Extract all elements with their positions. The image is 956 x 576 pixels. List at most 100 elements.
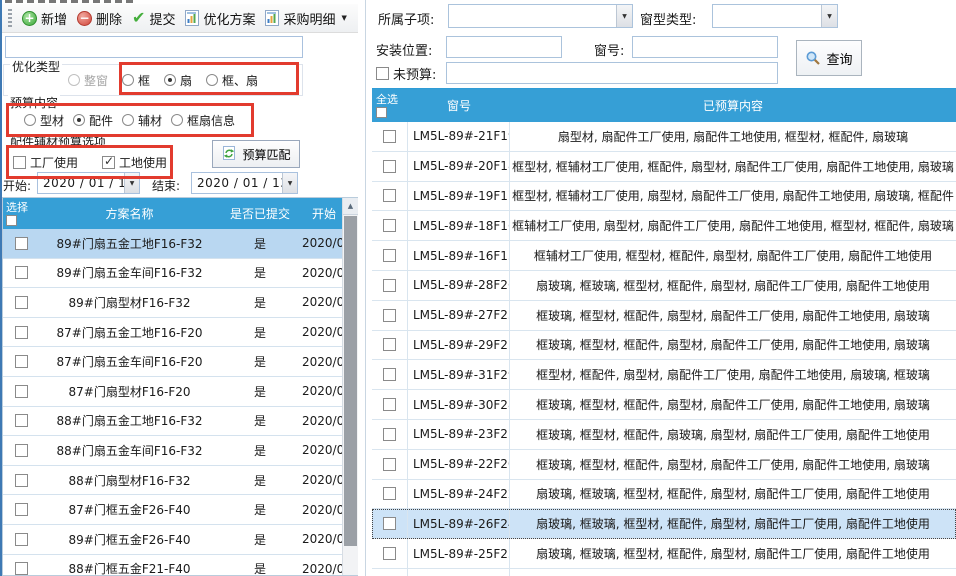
win-no-input[interactable]	[632, 36, 778, 58]
select-all-checkbox[interactable]	[6, 215, 17, 226]
plan-table-scrollbar[interactable]: ▲	[342, 198, 358, 575]
date-end-picker[interactable]: 2020 / 01 / 13 ▼	[191, 172, 298, 194]
search-input[interactable]	[5, 36, 303, 58]
window-table-row[interactable]: LM5L-89#-25F23 扇玻璃, 框玻璃, 框型材, 框配件, 扇型材, …	[372, 539, 956, 569]
query-button[interactable]: 查询	[796, 40, 862, 76]
window-table-row[interactable]: LM5L-89#-29F27 框玻璃, 框型材, 框配件, 扇型材, 扇配件工厂…	[372, 330, 956, 361]
radio-option[interactable]: 辅材	[122, 112, 162, 129]
row-checkbox[interactable]	[383, 189, 396, 203]
radio-option[interactable]: 框	[122, 72, 150, 89]
budgeted-content: 框玻璃, 框型材, 框配件, 扇型材, 扇配件工厂使用, 扇配件工地使用, 扇玻…	[536, 457, 930, 472]
report-icon	[265, 10, 280, 26]
win-type-combo[interactable]: ▼	[712, 4, 838, 28]
row-checkbox[interactable]	[14, 384, 28, 398]
row-checkbox[interactable]	[383, 219, 396, 233]
row-checkbox[interactable]	[14, 295, 28, 309]
plan-table-row[interactable]: 88#门扇五金工地F16-F32 是 2020/0	[3, 406, 343, 437]
sub-item-combo[interactable]: ▼	[448, 4, 633, 28]
unbudgeted-input[interactable]	[446, 62, 778, 84]
window-table-row[interactable]: LM5L-89#-26F24 扇玻璃, 框玻璃, 框型材, 框配件, 扇型材, …	[372, 509, 956, 540]
opt-type-label: 优化类型	[10, 58, 63, 75]
add-button[interactable]: + 新增	[17, 7, 72, 30]
plan-table-row[interactable]: 87#门扇型材F16-F20 是 2020/0	[3, 376, 343, 407]
window-table-row[interactable]: LM5L-89#-27F25 框玻璃, 框型材, 框配件, 扇型材, 扇配件工厂…	[372, 300, 956, 331]
window-table-row[interactable]: LM5L-89#-19F17 框型材, 框辅材工厂使用, 扇型材, 扇配件工厂使…	[372, 181, 956, 212]
scrollbar-up-icon[interactable]: ▲	[343, 198, 358, 215]
row-checkbox[interactable]	[383, 308, 396, 322]
window-table-row[interactable]: LM5L-89#-18F16 框辅材工厂使用, 扇型材, 扇配件工厂使用, 扇配…	[372, 211, 956, 242]
plan-table-row[interactable]: 88#门扇型材F16-F32 是 2020/0	[3, 465, 343, 496]
radio-icon	[164, 74, 177, 86]
row-checkbox[interactable]	[383, 427, 396, 441]
plan-table-row[interactable]: 89#门扇型材F16-F32 是 2020/0	[3, 288, 343, 318]
window-table-row[interactable]: LM5L-89#-23F21 框玻璃, 框型材, 框配件, 扇玻璃, 扇型材, …	[372, 419, 956, 450]
row-checkbox[interactable]	[383, 398, 396, 412]
radio-option[interactable]: 整窗	[68, 72, 108, 89]
window-table-row[interactable]: LM5L-89#-24F22 扇玻璃, 框玻璃, 框型材, 框配件, 扇型材, …	[372, 479, 956, 510]
row-checkbox[interactable]	[383, 457, 396, 471]
plan-table-row[interactable]: 89#门框五金F26-F40 是 2020/0	[3, 524, 343, 555]
row-checkbox[interactable]	[14, 473, 28, 487]
clipped-top-text	[5, 0, 133, 3]
row-checkbox[interactable]	[14, 236, 28, 250]
checkbox-option[interactable]: 工厂使用	[13, 154, 78, 171]
row-checkbox[interactable]	[383, 547, 396, 561]
row-checkbox[interactable]	[14, 325, 28, 339]
scrollbar-thumb[interactable]	[344, 216, 357, 546]
row-checkbox[interactable]	[383, 338, 396, 352]
submit-button[interactable]: ✔ 提交	[127, 7, 180, 30]
plan-start-date: 2020/0	[302, 384, 343, 399]
plan-table-row[interactable]: 88#门框五金F21-F40 是 2020/0	[3, 554, 343, 575]
sub-item-dropdown-icon[interactable]: ▼	[616, 5, 632, 27]
window-table-row[interactable]: LM5L-89#-30F28 框玻璃, 框型材, 框配件, 扇型材, 扇配件工厂…	[372, 390, 956, 420]
plan-table-row[interactable]: 87#门扇五金车间F16-F20 是 2020/0	[3, 347, 343, 377]
window-table-row[interactable]: LM5L-89#-31F29 框型材, 框配件, 扇型材, 扇配件工厂使用, 扇…	[372, 360, 956, 391]
plan-table-row[interactable]: 89#门扇五金车间F16-F32 是 2020/0	[3, 258, 343, 289]
radio-option[interactable]: 框、扇	[206, 72, 258, 89]
radio-option[interactable]: 扇	[164, 72, 192, 89]
row-checkbox[interactable]	[14, 503, 28, 517]
date-end-dropdown-icon[interactable]: ▼	[282, 173, 297, 193]
row-checkbox[interactable]	[383, 249, 396, 263]
radio-option[interactable]: 型材	[24, 112, 64, 129]
window-table-row[interactable]: LM5L-89#-21F19 扇型材, 扇配件工厂使用, 扇配件工地使用, 框型…	[372, 122, 956, 152]
row-checkbox[interactable]	[383, 517, 396, 531]
radio-option[interactable]: 框扇信息	[171, 112, 235, 129]
date-start-dropdown-icon[interactable]: ▼	[124, 173, 139, 193]
row-checkbox[interactable]	[14, 443, 28, 457]
radio-option[interactable]: 配件	[73, 112, 113, 129]
date-start-picker[interactable]: 2020 / 01 / 1 ▼	[37, 172, 140, 194]
budget-match-button[interactable]: 预算匹配	[212, 140, 300, 168]
row-checkbox[interactable]	[383, 487, 396, 501]
unbudgeted-checkbox[interactable]	[376, 67, 389, 80]
report-icon	[185, 10, 200, 26]
plan-table-row[interactable]: 87#门扇五金工地F16-F20 是 2020/0	[3, 317, 343, 348]
row-checkbox[interactable]	[14, 266, 28, 280]
window-table-row[interactable]: LM5L-89#-16F15 框辅材工厂使用, 框型材, 框配件, 扇型材, 扇…	[372, 241, 956, 271]
row-checkbox[interactable]	[14, 414, 28, 428]
purchase-detail-button[interactable]: 采购明细 ▼	[260, 7, 351, 30]
plan-submitted: 是	[253, 236, 266, 251]
delete-button[interactable]: − 删除	[72, 7, 127, 30]
window-table-row[interactable]: LM5L-89#-20F18 框型材, 框辅材工厂使用, 框配件, 扇型材, 扇…	[372, 151, 956, 182]
plan-table-row[interactable]: 87#门框五金F26-F40 是 2020/0	[3, 495, 343, 525]
checkbox-option[interactable]: 工地使用	[102, 154, 167, 171]
win-type-dropdown-icon[interactable]: ▼	[821, 5, 837, 27]
purchase-detail-label: 采购明细	[283, 12, 336, 28]
plan-table-row[interactable]: 88#门扇五金车间F16-F32 是 2020/0	[3, 436, 343, 466]
install-pos-input[interactable]	[446, 36, 562, 58]
row-checkbox[interactable]	[383, 278, 396, 292]
plan-table-row[interactable]: 89#门扇五金工地F16-F32 是 2020/0	[3, 229, 343, 259]
optimize-plan-button[interactable]: 优化方案	[180, 7, 260, 30]
window-select-all-checkbox[interactable]	[376, 107, 387, 118]
row-checkbox[interactable]	[14, 532, 28, 546]
window-table-row[interactable]: LM5L-89#-28F26 扇玻璃, 框玻璃, 框型材, 框配件, 扇型材, …	[372, 270, 956, 301]
window-table-header: 全选 窗号 已预算内容	[372, 89, 956, 122]
window-table-row[interactable]: LM5L-89#-22F20 框玻璃, 框型材, 框配件, 扇型材, 扇配件工厂…	[372, 449, 956, 480]
row-checkbox[interactable]	[14, 562, 28, 575]
row-checkbox[interactable]	[383, 159, 396, 173]
plan-name: 88#门扇型材F16-F32	[68, 473, 191, 488]
row-checkbox[interactable]	[383, 129, 396, 143]
row-checkbox[interactable]	[14, 355, 28, 369]
row-checkbox[interactable]	[383, 368, 396, 382]
